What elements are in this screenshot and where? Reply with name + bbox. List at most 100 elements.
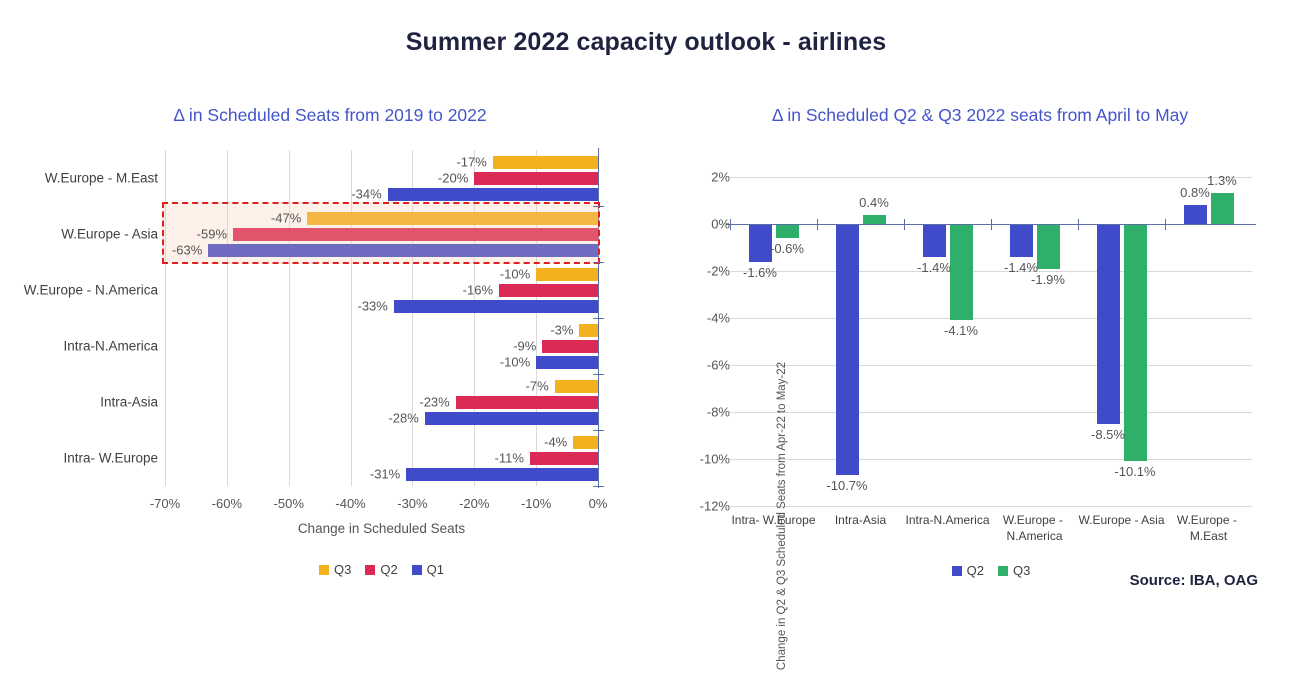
left-chart-x-tick: -20% [459,496,490,511]
left-chart-bar-value: -4% [544,434,568,450]
left-chart-bar-value: -63% [171,242,203,258]
left-chart-x-tick: -10% [520,496,552,511]
right-chart-bar [835,224,859,476]
left-chart-bar-value: -28% [388,410,419,426]
left-chart-plot-area [165,150,599,486]
right-chart-bar [949,224,973,321]
right-chart-gridline [730,459,1252,460]
right-chart-y-tick: 2% [711,169,730,185]
right-chart-bar-value: -8.5% [1091,426,1125,442]
left-chart-gridline [288,150,290,486]
right-chart-category-label: W.Europe - ​M.East [1176,513,1241,544]
right-chart-y-tick: 0% [711,216,730,232]
left-chart-bar [208,243,598,257]
legend-item[interactable]: Q2 [951,563,984,578]
right-chart-y-tick: -2% [706,263,730,279]
right-chart-gridline [730,412,1252,413]
left-chart-bar-value: -34% [351,186,382,202]
right-chart-bar [775,224,799,239]
left-chart-bar [492,155,598,169]
legend-item[interactable]: Q3 [318,562,352,577]
right-chart-bar-value: -1.6% [743,264,777,280]
left-chart-bar-value: -23% [419,394,450,410]
legend-swatch-icon [411,564,422,575]
right-chart-y-tick: -10% [699,451,730,467]
right-chart-bar-value: 0.4% [859,194,889,210]
left-chart-gridline [412,150,414,486]
right-chart-bar-value: -10.7% [826,478,868,494]
left-chart-bar [233,227,598,241]
right-chart-group-tick [991,219,992,230]
left-chart-bar-value: -59% [196,226,228,242]
legend-label: Q3 [333,562,352,577]
right-chart-group-tick [817,219,818,230]
legend-swatch-icon [951,565,962,576]
right-chart-gridline [730,365,1252,366]
left-chart-bar [307,211,598,225]
right-chart-subtitle: Δ in Scheduled Q2 & Q3 2022 seats from A… [771,105,1189,125]
right-chart-group-tick [1078,219,1079,230]
left-chart-category-label: Intra-Asia [100,394,158,410]
right-chart-gridline [730,271,1252,272]
right-chart-group-tick [1165,219,1166,230]
left-chart-bar [474,171,598,185]
left-chart-bar-value: -10% [499,266,531,282]
right-chart-bar-value: -4.1% [944,323,978,339]
right-chart-y-tick: -4% [706,310,730,326]
left-chart-category-tick [593,486,604,487]
right-chart-category-label: Intra- W.Europe [731,513,816,527]
left-chart-bar [424,411,598,425]
page-title: Summer 2022 capacity outlook - airlines [405,28,887,56]
right-chart-bar [922,224,946,257]
left-chart-category-tick [593,262,604,263]
left-chart-bar [542,339,598,353]
right-chart-bar [1036,224,1060,269]
left-chart-bar-value: -33% [357,298,388,314]
left-chart-bar [499,283,598,297]
left-chart-bar-value: -20% [437,170,469,186]
left-chart-gridline [536,150,538,486]
right-chart-y-tick: -8% [706,404,730,420]
left-chart-category-label: Intra-N.America [63,338,158,354]
right-chart-bar [1183,205,1207,224]
legend-label: Q1 [426,562,445,577]
right-chart-bar-value: -0.6% [770,241,804,257]
left-chart-x-tick: -30% [397,496,428,511]
left-chart-gridline [350,150,352,486]
left-chart-bar-value: -47% [270,210,302,226]
left-chart-bar [393,299,598,313]
left-chart-bar-value: -17% [456,154,487,170]
right-chart-bar [1096,224,1120,424]
right-chart-bar [1123,224,1147,462]
legend-item[interactable]: Q3 [998,563,1030,578]
right-chart-category-label: Intra-Asia [834,513,887,527]
right-chart-category-label: Intra-N.America [905,513,990,527]
left-chart-bar [529,451,598,465]
left-chart-bar-value: -3% [550,322,574,338]
left-chart-bar-value: -11% [494,450,524,466]
right-chart-y-tick: -12% [699,498,730,514]
right-chart-gridline [730,506,1252,507]
right-chart-panel: Δ in Scheduled Q2 & Q3 2022 seats from A… [660,0,1292,609]
left-chart-bar [579,323,598,337]
left-chart-category-tick [593,318,604,319]
legend-item[interactable]: Q1 [411,562,445,577]
left-chart-category-label: W.Europe - N.America [23,282,158,298]
left-chart-x-tick: -40% [335,496,366,511]
highlight-annotation-box [162,202,600,264]
left-chart-bar-value: -31% [369,466,401,482]
left-chart-x-tick: -50% [273,496,304,511]
right-chart-bar [862,214,886,224]
left-chart-bar-value: -16% [462,282,494,298]
legend-item[interactable]: Q2 [365,562,398,577]
left-chart-x-tick: 0% [588,496,608,511]
left-chart-bar [536,267,598,281]
right-chart-category-label: W.Europe - ​N.America [1002,513,1067,544]
right-chart-y-tick: -6% [706,357,730,373]
left-chart-bar [406,467,598,481]
left-chart-category-labels: W.Europe - M.East W.Europe - Asia W.Europe… [0,0,158,609]
legend-swatch-icon [318,564,329,575]
right-chart-legend: Q2 Q3 [730,563,1252,578]
left-chart-bar [536,355,598,369]
left-chart-category-tick [593,430,604,431]
